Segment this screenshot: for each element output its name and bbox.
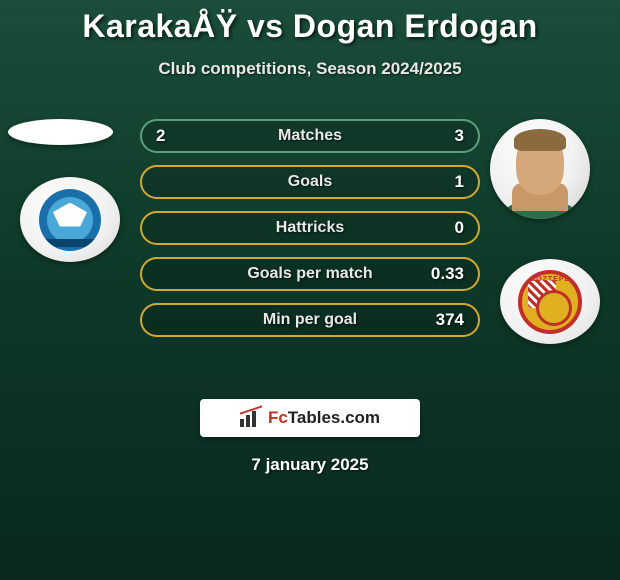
stat-right-value: 1 <box>455 172 464 192</box>
stat-row-gpm: Goals per match 0.33 <box>140 257 480 291</box>
chart-icon <box>240 409 262 427</box>
stat-label: Goals <box>288 173 332 191</box>
page-title: KarakaÅŸ vs Dogan Erdogan <box>0 0 620 45</box>
stat-row-goals: Goals 1 <box>140 165 480 199</box>
stat-label: Min per goal <box>263 311 357 329</box>
stat-label: Matches <box>278 127 342 145</box>
player-left-avatar <box>8 119 113 145</box>
date-label: 7 january 2025 <box>0 455 620 475</box>
club-left-badge <box>20 177 120 262</box>
club-right-badge: GÖZTEPE <box>500 259 600 344</box>
club-right-logo-icon: GÖZTEPE <box>518 270 582 334</box>
brand-suffix: Tables.com <box>288 408 380 427</box>
stat-label: Hattricks <box>276 219 344 237</box>
stats-list: 2 Matches 3 Goals 1 Hattricks 0 Goals pe… <box>140 119 480 349</box>
player-right-avatar <box>490 119 590 219</box>
club-right-label: GÖZTEPE <box>522 276 578 283</box>
stat-left-value: 2 <box>156 126 165 146</box>
stat-right-value: 0.33 <box>431 264 464 284</box>
club-left-logo-icon <box>39 189 101 251</box>
subtitle: Club competitions, Season 2024/2025 <box>0 59 620 79</box>
brand-prefix: Fc <box>268 408 288 427</box>
stat-row-hattricks: Hattricks 0 <box>140 211 480 245</box>
brand-text: FcTables.com <box>268 408 380 428</box>
stat-row-matches: 2 Matches 3 <box>140 119 480 153</box>
branding-badge[interactable]: FcTables.com <box>200 399 420 437</box>
stat-right-value: 3 <box>455 126 464 146</box>
comparison-panel: GÖZTEPE 2 Matches 3 Goals 1 Hattricks 0 … <box>0 119 620 379</box>
stat-right-value: 374 <box>436 310 464 330</box>
stat-label: Goals per match <box>247 265 372 283</box>
stat-right-value: 0 <box>455 218 464 238</box>
stat-row-mpg: Min per goal 374 <box>140 303 480 337</box>
